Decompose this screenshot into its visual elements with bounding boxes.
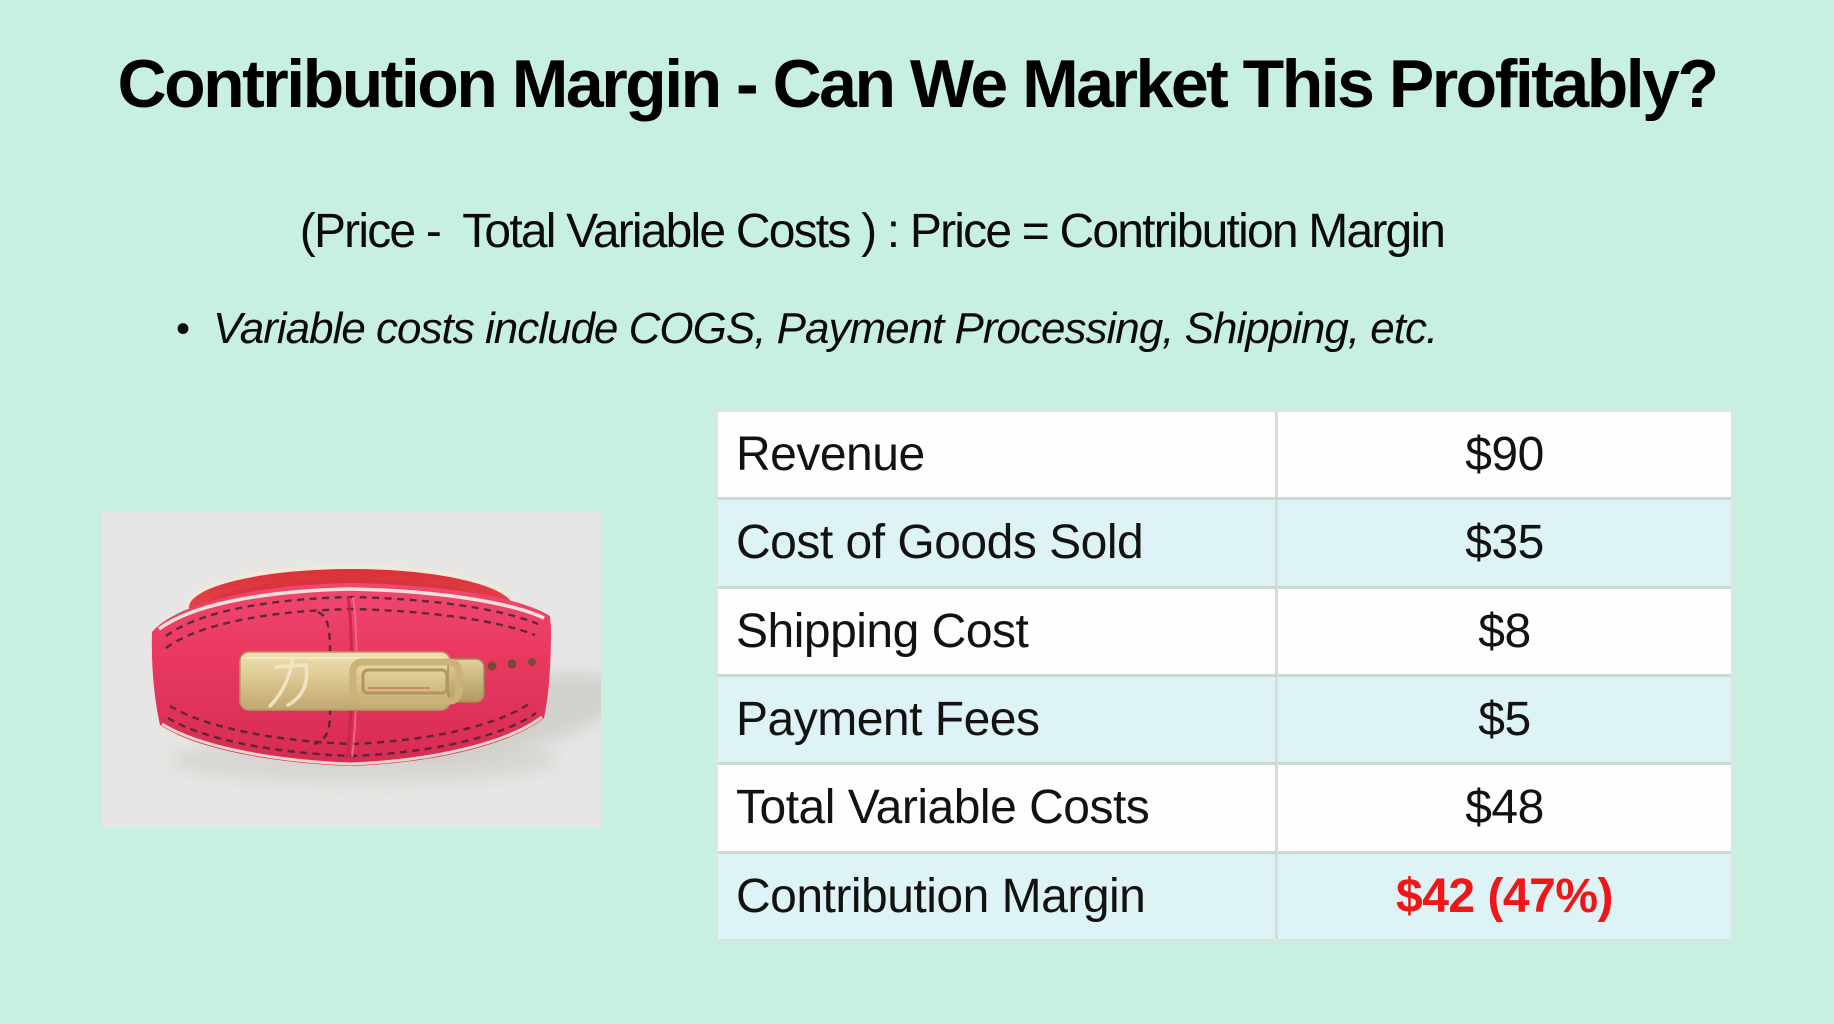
bullet-text: Variable costs include COGS, Payment Pro… xyxy=(213,304,1438,353)
table-row: Shipping Cost $8 xyxy=(718,588,1731,677)
page-title: Contribution Margin - Can We Market This… xyxy=(117,46,1719,122)
bullet-icon: • xyxy=(176,307,190,351)
table-cell-label: Total Variable Costs xyxy=(718,765,1278,851)
table-row: Cost of Goods Sold $35 xyxy=(718,500,1731,589)
table-row: Total Variable Costs $48 xyxy=(718,765,1731,854)
table-cell-value-highlight: $42 (47%) xyxy=(1396,869,1613,923)
contribution-margin-formula: (Price - Total Variable Costs ) : Price … xyxy=(299,205,1446,258)
table-cell-value: $35 xyxy=(1465,516,1544,570)
table-cell-value: $48 xyxy=(1465,781,1544,835)
belt-holes xyxy=(487,658,536,671)
table-cell-label: Revenue xyxy=(718,412,1278,498)
bullet-line: • Variable costs include COGS, Payment P… xyxy=(176,304,1438,355)
table-cell-label: Cost of Goods Sold xyxy=(718,500,1278,586)
table-row: Payment Fees $5 xyxy=(718,676,1731,766)
contribution-margin-table: Revenue $90 Cost of Goods Sold $35 Shipp… xyxy=(716,410,1733,941)
table-cell-value: $8 xyxy=(1478,604,1531,658)
table-cell-value: $90 xyxy=(1465,428,1544,482)
table-cell-label: Payment Fees xyxy=(718,676,1278,763)
table-cell-label: Shipping Cost xyxy=(718,588,1278,674)
table-cell-value: $5 xyxy=(1478,693,1531,747)
table-row: Revenue $90 xyxy=(718,412,1731,501)
buckle-kanji-icon xyxy=(268,656,309,708)
belt-buckle xyxy=(239,651,536,711)
table-cell-label: Contribution Margin xyxy=(718,853,1278,939)
product-photo xyxy=(102,512,601,828)
lever-latch xyxy=(349,658,463,705)
table-row: Contribution Margin $42 (47%) xyxy=(718,853,1731,939)
